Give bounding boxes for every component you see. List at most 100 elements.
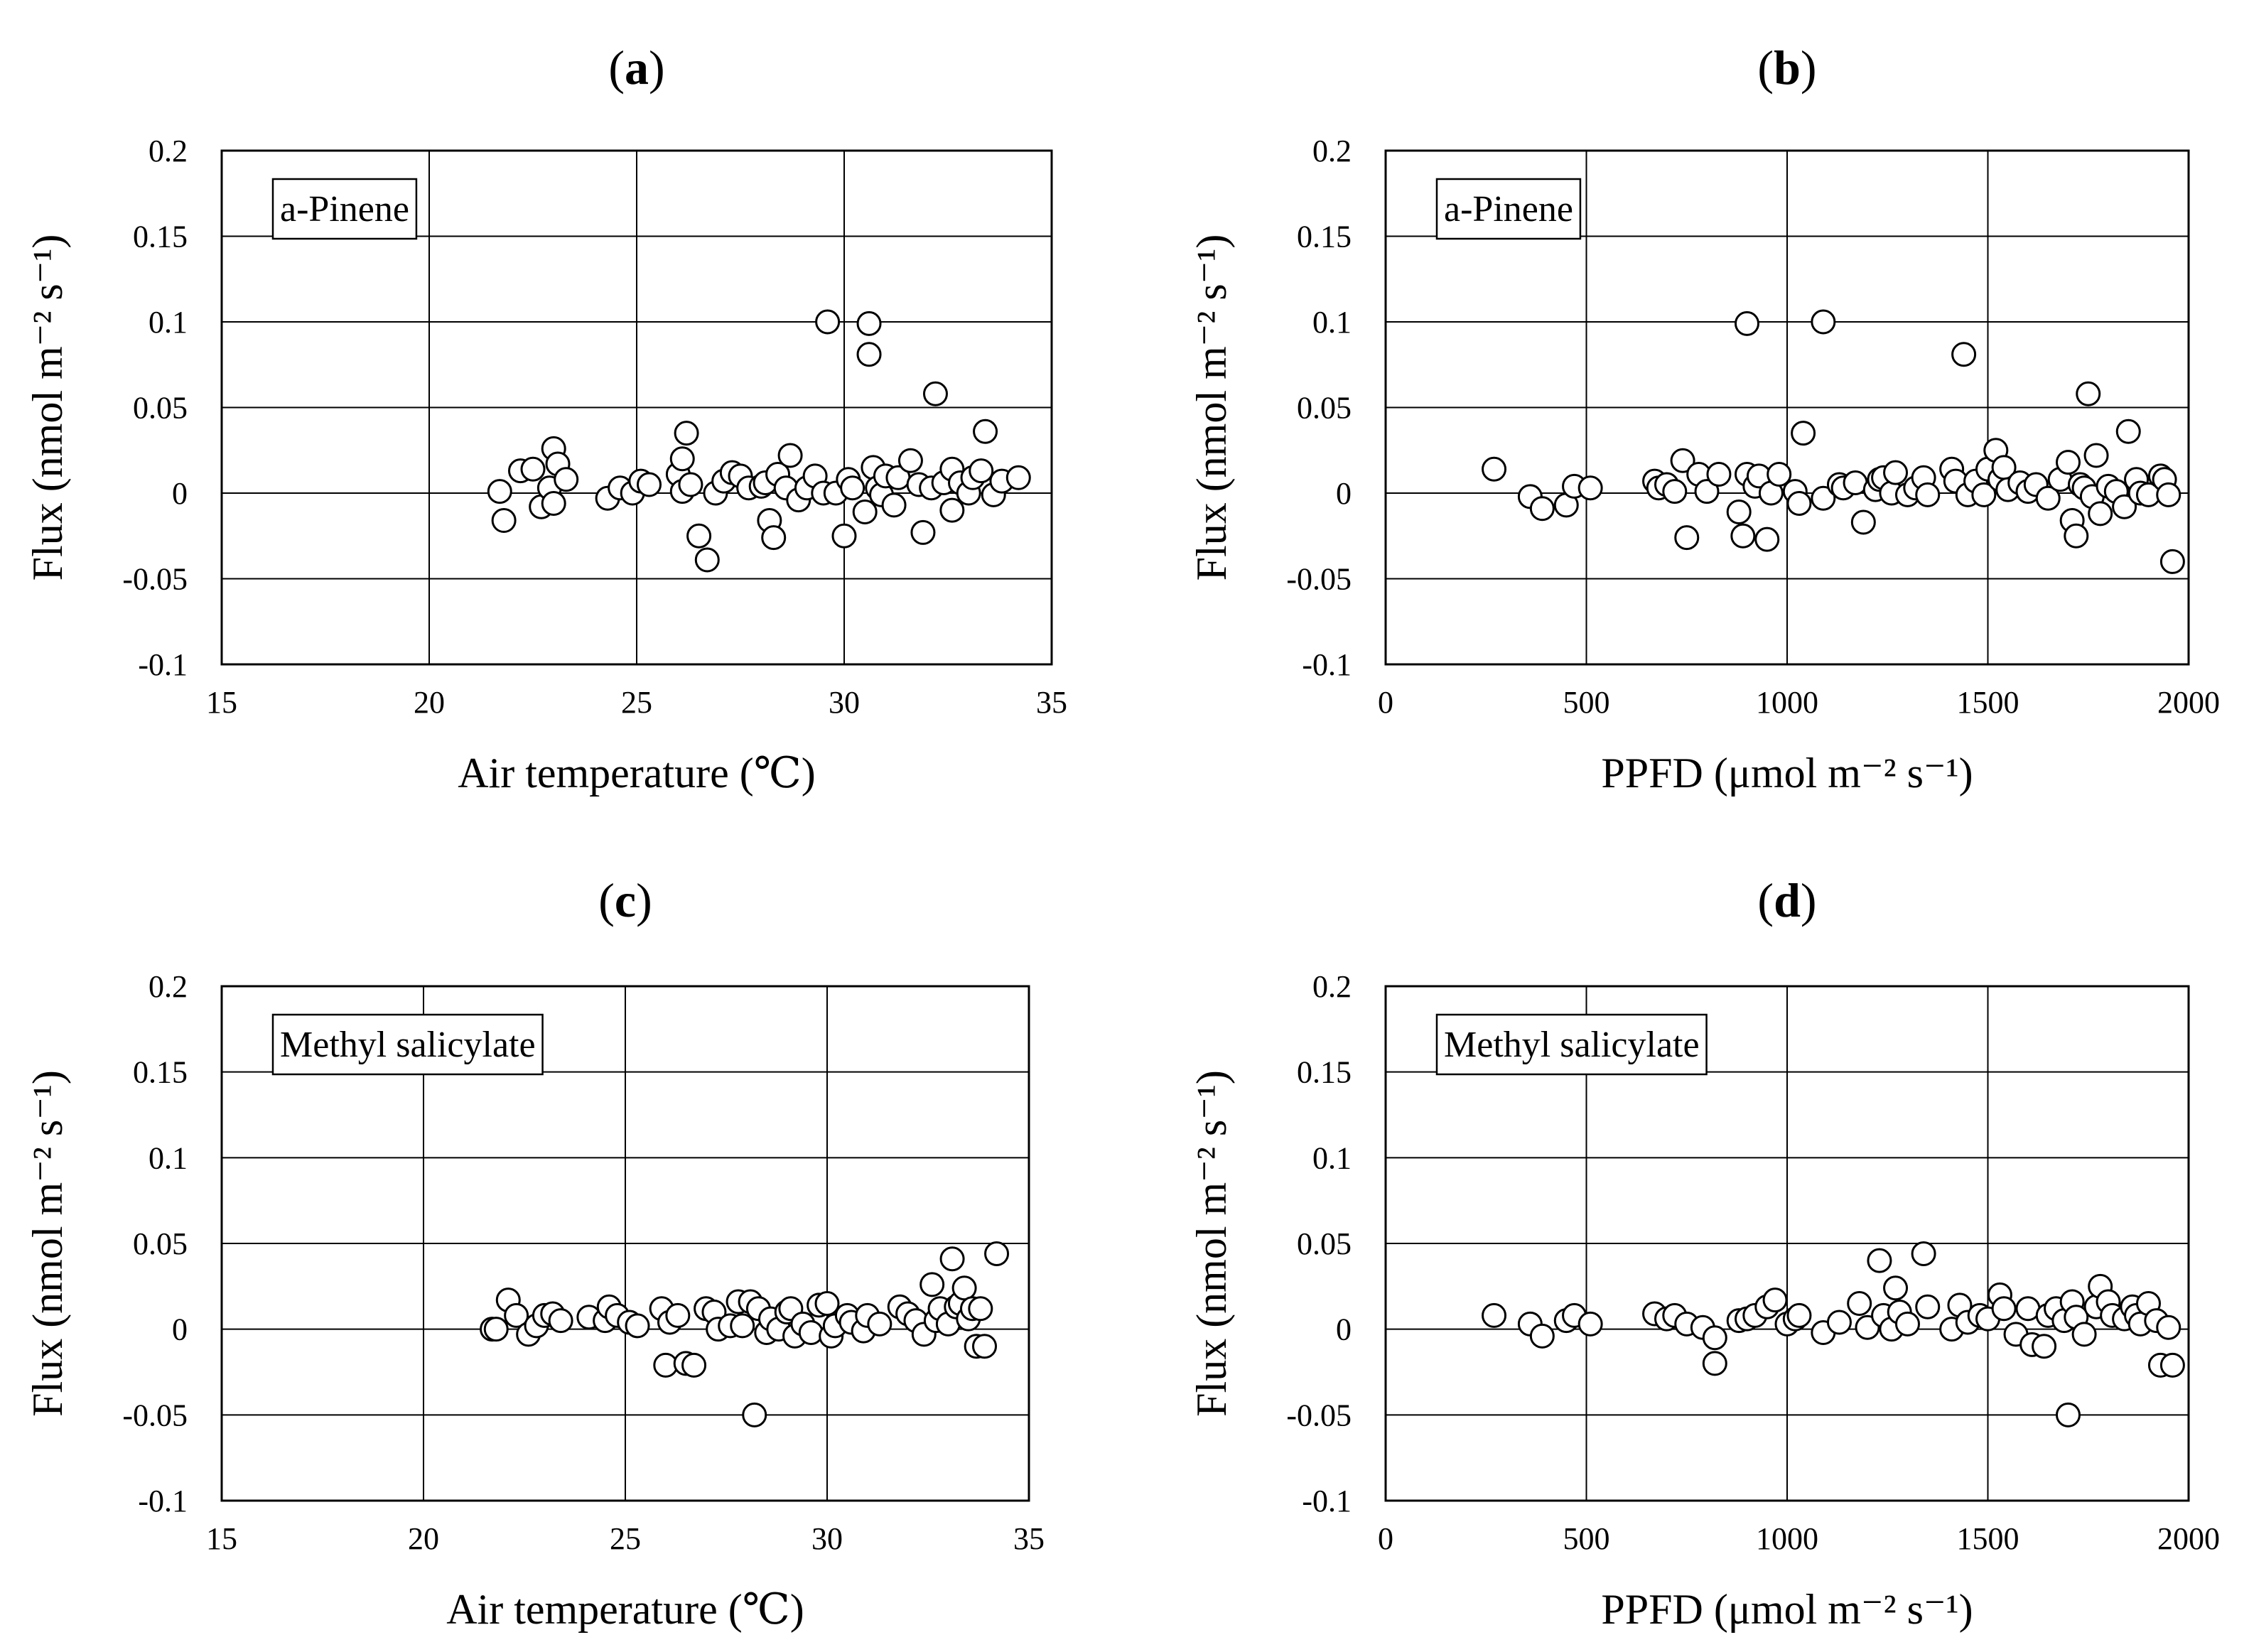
y-tick-label: 0.15 <box>133 1055 188 1090</box>
data-point <box>2156 482 2181 507</box>
x-tick-label: 500 <box>1563 685 1610 720</box>
legend-label: a-Pinene <box>280 189 409 230</box>
x-tick-label: 2000 <box>2157 685 2220 720</box>
x-tick-label: 35 <box>1036 685 1067 720</box>
data-point <box>2035 485 2061 511</box>
data-point <box>968 1296 993 1322</box>
x-tick-label: 25 <box>610 1521 641 1556</box>
x-axis-title: Air temperature (℃) <box>446 1586 804 1633</box>
x-axis-title: PPFD (μmol m⁻² s⁻¹) <box>1601 750 1973 797</box>
panel-label: (b) <box>1757 41 1816 95</box>
x-tick-label: 0 <box>1378 685 1393 720</box>
plot-frame <box>220 985 1030 1502</box>
y-tick-label: 0.05 <box>1297 1226 1352 1261</box>
x-axis-title: PPFD (μmol m⁻² s⁻¹) <box>1601 1586 1973 1633</box>
data-point <box>1811 485 1836 511</box>
data-point <box>1951 342 1977 367</box>
data-point <box>1670 448 1695 473</box>
data-point <box>665 1302 691 1328</box>
data-point <box>504 1302 529 1328</box>
data-point <box>777 443 803 468</box>
legend-label: Methyl salicylate <box>280 1025 536 1065</box>
data-point <box>1915 482 1941 507</box>
data-point <box>2088 501 2113 527</box>
y-tick-label: -0.05 <box>122 562 188 597</box>
y-tick-label: 0.1 <box>1312 1140 1352 1175</box>
x-axis-title: Air temperature (℃) <box>458 750 816 797</box>
panel-b: (b) 0 500 1000 1500 2000 -0.1 -0.05 0 0.05 0.1 0.15… <box>1188 41 2220 797</box>
data-point <box>520 456 546 482</box>
data-point <box>910 519 936 545</box>
data-point <box>761 525 787 551</box>
y-tick-label: 0.05 <box>1297 391 1352 426</box>
panel-letter: c <box>615 873 636 927</box>
data-point <box>939 1246 965 1272</box>
y-tick-label: 0.05 <box>133 391 188 426</box>
data-point <box>1577 1311 1603 1337</box>
data-point <box>1702 1351 1727 1376</box>
data-point <box>1911 1241 1936 1266</box>
y-tick-label: -0.1 <box>138 647 188 682</box>
data-point <box>674 421 699 446</box>
x-tick-label: 1000 <box>1756 1521 1818 1556</box>
data-point <box>1754 527 1780 552</box>
data-point <box>1811 309 1836 335</box>
data-point <box>1847 1290 1872 1316</box>
x-tick-label: 15 <box>206 685 237 720</box>
data-point <box>742 1402 767 1427</box>
data-point <box>1529 1323 1555 1349</box>
data-point <box>1726 500 1752 525</box>
data-point <box>856 311 882 336</box>
y-tick-label: 0.2 <box>1312 134 1352 168</box>
y-tick-label: 0 <box>1336 1312 1352 1347</box>
x-tick-label: 15 <box>206 1521 237 1556</box>
data-point <box>2115 419 2141 444</box>
x-tick-label: 1000 <box>1756 685 1818 720</box>
x-tick-label: 1500 <box>1957 1521 2019 1556</box>
data-point <box>1791 421 1816 446</box>
data-point <box>1662 479 1688 504</box>
legend-box <box>271 1013 544 1076</box>
y-tick-label: -0.05 <box>1286 562 1352 597</box>
x-tick-label: 30 <box>829 685 860 720</box>
y-tick-label: 0.1 <box>1312 305 1352 340</box>
data-point <box>881 492 907 518</box>
x-tick-label: 20 <box>414 685 445 720</box>
y-tick-label: 0.2 <box>1312 969 1352 1004</box>
data-point <box>1735 311 1759 336</box>
data-point <box>1730 523 1756 549</box>
data-point <box>1706 461 1732 487</box>
data-point <box>969 458 994 484</box>
data-point <box>1850 509 1876 535</box>
data-point <box>856 342 882 367</box>
data-point <box>678 472 703 497</box>
data-point <box>694 547 720 573</box>
x-tick-label: 20 <box>408 1521 439 1556</box>
data-point <box>2071 1322 2097 1347</box>
data-point <box>973 419 998 444</box>
y-tick-label: 0.15 <box>133 220 188 254</box>
data-point <box>487 479 512 504</box>
data-point <box>2112 494 2137 519</box>
data-point <box>840 475 865 501</box>
data-point <box>730 1313 755 1339</box>
x-tick-label: 0 <box>1378 1521 1393 1556</box>
legend-box <box>271 178 418 240</box>
y-tick-label: 0.2 <box>149 969 188 1004</box>
series-legend: Methyl salicylate <box>1435 1013 1708 1076</box>
data-point <box>2076 381 2101 406</box>
y-axis-title: Flux (nmol m⁻² s⁻¹) <box>1188 1070 1235 1417</box>
data-point <box>1702 1325 1727 1351</box>
x-tick-label: 35 <box>1013 1521 1045 1556</box>
panel-a: (a) 15 20 25 30 35 -0.1 -0.05 0 0.05 0.1 0.15 0.2 Air… <box>24 41 1067 797</box>
data-point <box>831 523 857 549</box>
data-point <box>483 1317 509 1342</box>
data-point <box>814 1290 840 1316</box>
y-tick-label: 0 <box>1336 476 1352 511</box>
data-point <box>1694 479 1720 504</box>
panel-label: (d) <box>1757 873 1816 927</box>
y-tick-label: -0.1 <box>1302 647 1352 682</box>
plot-frame <box>220 149 1053 666</box>
y-axis-title: Flux (nmol m⁻² s⁻¹) <box>24 234 71 581</box>
